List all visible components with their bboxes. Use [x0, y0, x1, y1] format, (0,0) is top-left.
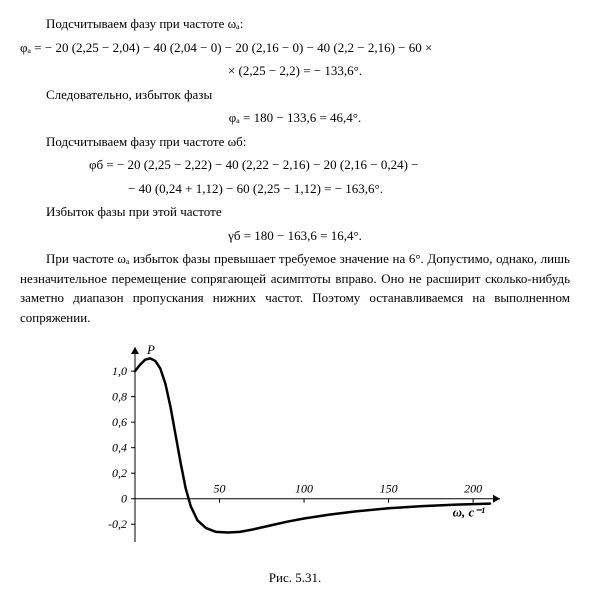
response-chart: -0,2 0 0,2 0,4 0,6 0,8 1,0 50 100 150 200 Pω, c⁻¹ [80, 337, 510, 562]
svg-text:0,2: 0,2 [112, 466, 127, 480]
eq-phase-a-1: φₐ = − 20 (2,25 − 2,04) − 40 (2,04 − 0) … [20, 38, 570, 58]
svg-text:0,8: 0,8 [112, 390, 127, 404]
svg-text:P: P [146, 342, 155, 357]
svg-text:150: 150 [380, 482, 398, 496]
svg-text:50: 50 [214, 482, 226, 496]
svg-text:100: 100 [295, 482, 313, 496]
svg-text:0,4: 0,4 [112, 441, 127, 455]
para-phase-a-intro: Подсчитываем фазу при частоте ωₐ: [20, 14, 570, 34]
eq-phase-b-2: − 40 (0,24 + 1,12) − 60 (2,25 − 1,12) = … [20, 179, 570, 199]
para-therefore: Следовательно, избыток фазы [20, 85, 570, 105]
eq-excess-b: γб = 180 − 163,6 = 16,4°. [20, 226, 570, 246]
svg-text:0: 0 [121, 492, 127, 506]
para-phase-b-intro: Подсчитываем фазу при частоте ωб: [20, 132, 570, 152]
eq-phase-a-2: × (2,25 − 2,2) = − 133,6°. [20, 61, 570, 81]
eq-phase-b-1: φб = − 20 (2,25 − 2,22) − 40 (2,22 − 2,1… [20, 155, 570, 175]
para-excess-b-intro: Избыток фазы при этой частоте [20, 202, 570, 222]
para-conclusion: При частоте ωₐ избыток фазы превышает тр… [20, 249, 570, 327]
svg-text:1,0: 1,0 [112, 364, 127, 378]
svg-text:0,6: 0,6 [112, 415, 127, 429]
svg-text:-0,2: -0,2 [108, 517, 127, 531]
svg-text:ω, c⁻¹: ω, c⁻¹ [453, 505, 486, 520]
figure-caption: Рис. 5.31. [20, 568, 570, 588]
svg-text:200: 200 [464, 482, 482, 496]
eq-excess-a: φₐ = 180 − 133,6 = 46,4°. [20, 108, 570, 128]
